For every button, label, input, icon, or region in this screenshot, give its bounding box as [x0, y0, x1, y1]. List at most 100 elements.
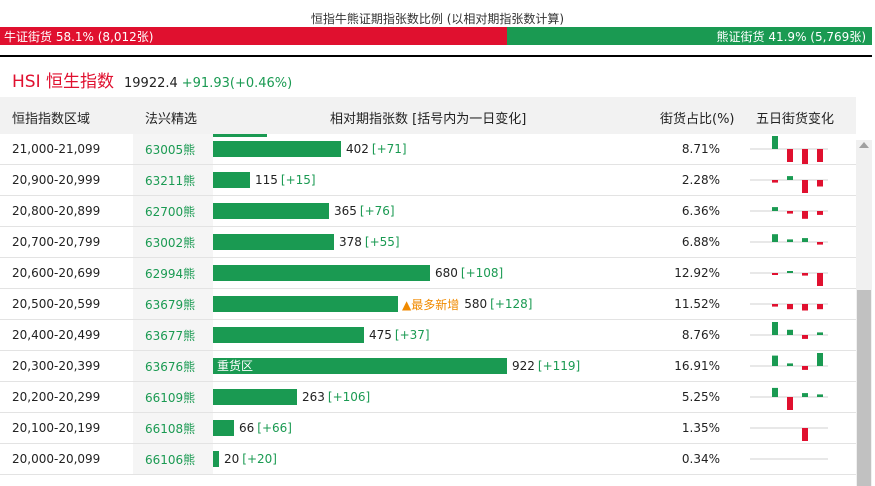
share-cell: 1.35% — [560, 413, 720, 443]
contracts-cell: 378 [+55] — [213, 227, 653, 257]
contracts-bar — [213, 172, 250, 188]
contracts-bar — [213, 451, 219, 467]
sparkbar — [787, 239, 793, 242]
range-text: 20,400-20,499 — [12, 328, 101, 342]
warrant-code-link[interactable]: 63677熊 — [145, 328, 196, 343]
range-cell: 21,000-21,099 — [12, 134, 132, 164]
sparkbar — [787, 271, 793, 273]
contracts-value: 580 — [464, 297, 488, 311]
warrant-code-cell: 66108熊 — [133, 413, 213, 443]
five-day-sparkbars — [750, 387, 828, 410]
five-day-sparkbars — [750, 207, 828, 219]
contracts-value: 20 — [224, 452, 240, 466]
warrant-code-cell: 62994熊 — [133, 258, 213, 288]
sparkbar — [787, 397, 793, 410]
contracts-delta: [+128] — [490, 297, 533, 311]
contracts-value: 115 — [255, 173, 278, 187]
warrant-code-cell: 63677熊 — [133, 320, 213, 350]
range-cell: 20,700-20,799 — [12, 227, 132, 257]
sparkbar — [802, 273, 808, 276]
scroll-thumb[interactable] — [857, 290, 871, 486]
contracts-value: 402 — [346, 142, 369, 156]
warrant-code-cell: 63002熊 — [133, 227, 213, 257]
range-text: 20,100-20,199 — [12, 421, 101, 435]
contracts-delta: [+71] — [371, 142, 407, 156]
contracts-cell: 680 [+108] — [213, 258, 653, 288]
range-text: 20,000-20,099 — [12, 452, 101, 466]
bear-distribution-table: 恒指指数区域 法兴精选 相对期指张数 [括号内为一日变化] 街货占比(%) 五日… — [0, 97, 856, 486]
table-row: 21,000-21,099 63005熊 402 [+71] 8.71% — [0, 134, 856, 165]
scrollbar[interactable] — [856, 140, 872, 486]
share-value: 1.35% — [681, 421, 720, 435]
share-value: 8.71% — [681, 142, 720, 156]
bull-share-segment: 牛证街货 58.1% (8,012张) — [0, 27, 507, 45]
index-name[interactable]: HSI 恒生指数 — [12, 72, 114, 92]
header-share: 街货占比(%) — [660, 112, 735, 127]
five-day-cell — [750, 444, 830, 474]
most-added-note: ▲最多新增 — [402, 297, 460, 312]
range-cell: 20,800-20,899 — [12, 196, 132, 226]
sparkbar — [802, 428, 808, 441]
warrant-code-link[interactable]: 62700熊 — [145, 204, 196, 219]
sparkbar — [787, 211, 793, 214]
contracts-cell: 475 [+37] — [213, 320, 653, 350]
index-summary: HSI 恒生指数 19922.4 +91.93(+0.46%) — [12, 67, 292, 92]
sparkbar — [772, 322, 778, 335]
warrant-code-link[interactable]: 63211熊 — [145, 173, 196, 188]
warrant-code-cell: 63005熊 — [133, 134, 213, 164]
contracts-cell: 365 [+76] — [213, 196, 653, 226]
sparkbar — [787, 304, 793, 310]
warrant-code-link[interactable]: 62994熊 — [145, 266, 196, 281]
share-value: 6.88% — [681, 235, 720, 249]
share-cell: 8.71% — [560, 134, 720, 164]
table-row: 20,500-20,599 63679熊 ▲最多新增 580 [+128] 11.52% — [0, 289, 856, 320]
five-day-sparkbars — [750, 136, 828, 164]
sparkbar — [817, 149, 823, 162]
table-row: 20,100-20,199 66108熊 66 [+66] 1.35% — [0, 413, 856, 444]
contracts-cell: 115 [+15] — [213, 165, 653, 195]
sparkbar — [817, 394, 823, 397]
contracts-bar — [213, 265, 430, 281]
contracts-delta: [+106] — [327, 390, 371, 404]
contracts-bar — [213, 234, 334, 250]
range-text: 20,300-20,399 — [12, 359, 101, 373]
share-cell: 2.28% — [560, 165, 720, 195]
five-day-sparkbars — [750, 353, 828, 370]
warrant-code-link[interactable]: 66108熊 — [145, 421, 196, 436]
sparkbar — [772, 180, 778, 183]
five-day-cell — [750, 134, 830, 164]
range-cell: 20,300-20,399 — [12, 351, 132, 381]
index-change: +91.93(+0.46%) — [181, 76, 293, 91]
share-cell: 6.36% — [560, 196, 720, 226]
scroll-up-arrow-icon[interactable] — [859, 142, 869, 148]
table-row: 20,000-20,099 66106熊 20 [+20] 0.34% — [0, 444, 856, 475]
share-value: 5.25% — [681, 390, 720, 404]
sparkbar — [817, 242, 823, 245]
range-text: 21,000-21,099 — [12, 142, 101, 156]
range-text: 20,600-20,699 — [12, 266, 101, 280]
warrant-code-link[interactable]: 66106熊 — [145, 452, 196, 467]
warrant-code-cell: 66109熊 — [133, 382, 213, 412]
share-value: 11.52% — [674, 297, 720, 311]
sparkbar — [817, 304, 823, 310]
sparkbar — [802, 366, 808, 370]
contracts-value: 263 — [302, 390, 325, 404]
sparkbar — [802, 238, 808, 242]
bear-share-segment: 熊证街货 41.9% (5,769张) — [506, 27, 872, 45]
share-value: 8.76% — [681, 328, 720, 342]
share-cell: 5.25% — [560, 382, 720, 412]
share-value: 16.91% — [674, 359, 720, 373]
sparkbar — [802, 304, 808, 311]
sparkbar — [787, 363, 793, 366]
warrant-code-link[interactable]: 63005熊 — [145, 142, 196, 157]
warrant-code-link[interactable]: 63679熊 — [145, 297, 196, 312]
table-header: 恒指指数区域 法兴精选 相对期指张数 [括号内为一日变化] 街货占比(%) 五日… — [0, 97, 856, 134]
warrant-code-link[interactable]: 63676熊 — [145, 359, 196, 374]
warrant-code-link[interactable]: 63002熊 — [145, 235, 196, 250]
contracts-delta: [+76] — [359, 204, 395, 218]
warrant-code-link[interactable]: 66109熊 — [145, 390, 196, 405]
five-day-cell — [750, 165, 830, 195]
five-day-sparkbars — [750, 271, 828, 286]
range-cell: 20,400-20,499 — [12, 320, 132, 350]
range-text: 20,700-20,799 — [12, 235, 101, 249]
